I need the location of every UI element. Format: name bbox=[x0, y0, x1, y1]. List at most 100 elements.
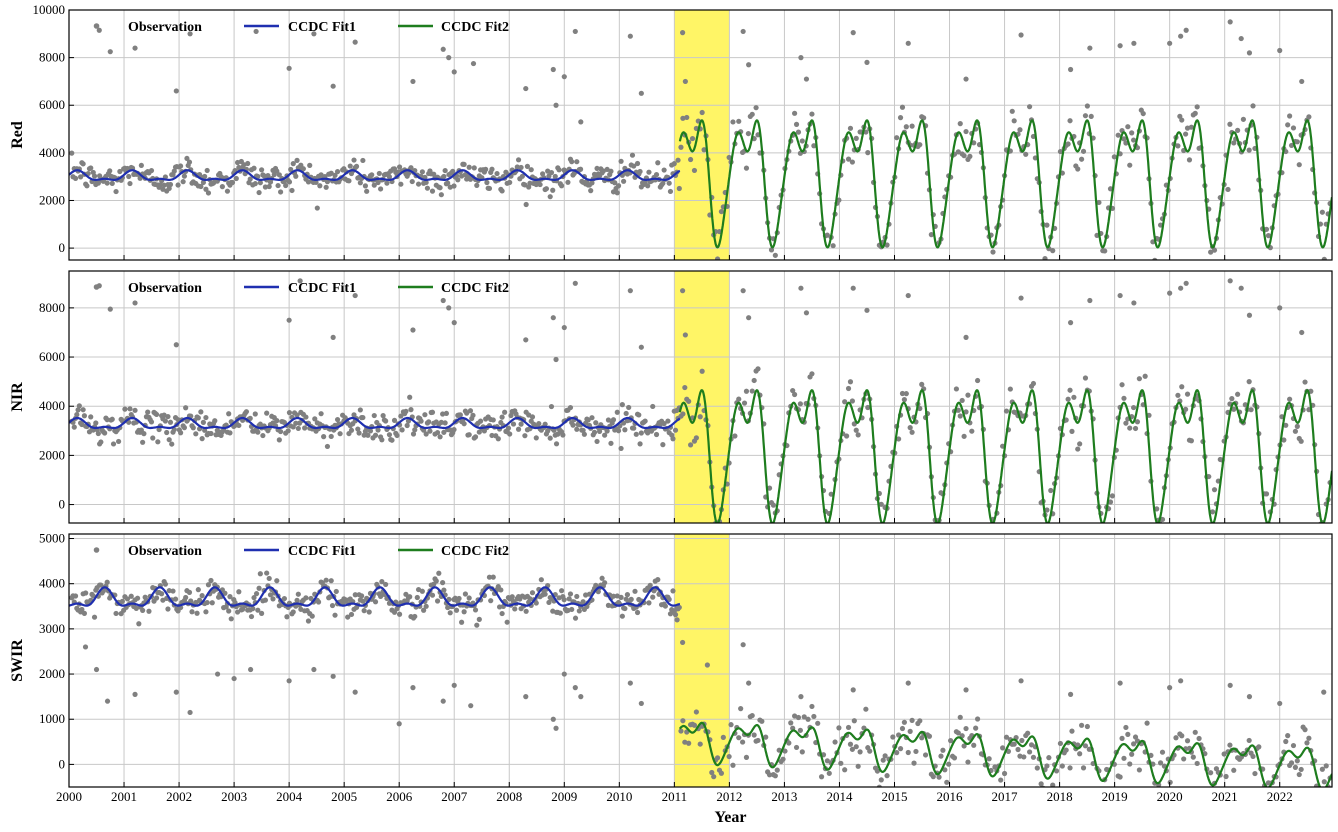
observation-point bbox=[826, 770, 832, 776]
observation-point bbox=[845, 156, 852, 162]
observation-point bbox=[203, 414, 209, 421]
observation-point bbox=[295, 591, 301, 597]
observation-point bbox=[186, 159, 193, 165]
observation-point bbox=[290, 161, 296, 167]
observation-point bbox=[561, 597, 567, 603]
observation-point bbox=[256, 585, 262, 591]
observation-point bbox=[1067, 118, 1073, 124]
observation-point bbox=[963, 687, 969, 693]
observation-point bbox=[795, 714, 802, 721]
observation-point bbox=[361, 608, 367, 614]
observation-point bbox=[693, 435, 699, 441]
observation-point bbox=[838, 760, 844, 766]
observation-point bbox=[484, 179, 490, 186]
observation-point bbox=[867, 748, 873, 754]
observation-point bbox=[127, 406, 133, 412]
observation-point bbox=[334, 169, 341, 175]
observation-point bbox=[1208, 249, 1214, 255]
observation-point bbox=[488, 598, 494, 604]
observation-point bbox=[1080, 765, 1087, 771]
observation-point bbox=[1321, 689, 1327, 695]
observation-point bbox=[647, 582, 653, 588]
observation-point bbox=[678, 728, 684, 734]
observation-point bbox=[212, 418, 218, 424]
observation-point bbox=[672, 427, 679, 433]
observation-point bbox=[394, 432, 400, 439]
observation-point bbox=[955, 149, 961, 155]
observation-point bbox=[412, 613, 418, 620]
y-tick-label: 3000 bbox=[39, 621, 65, 636]
observation-point bbox=[288, 166, 294, 173]
observation-point bbox=[944, 779, 950, 785]
observation-point bbox=[844, 433, 850, 439]
x-tick-label: 2004 bbox=[276, 789, 303, 804]
observation-point bbox=[1021, 754, 1027, 760]
observation-point bbox=[580, 599, 586, 605]
observation-point bbox=[93, 420, 99, 426]
observation-point bbox=[408, 165, 414, 171]
legend-observation-marker bbox=[93, 547, 100, 553]
observation-point bbox=[655, 577, 661, 583]
observation-point bbox=[345, 614, 351, 620]
observation-point bbox=[283, 182, 289, 189]
legend-observation-label: Observation bbox=[128, 20, 202, 35]
observation-point bbox=[533, 600, 539, 606]
observation-point bbox=[1287, 113, 1293, 119]
x-tick-label: 2000 bbox=[56, 789, 82, 804]
observation-point bbox=[1046, 527, 1051, 532]
observation-point bbox=[903, 391, 909, 397]
observation-point bbox=[1102, 528, 1107, 533]
observation-point bbox=[882, 753, 888, 759]
observation-point bbox=[362, 183, 369, 189]
observation-point bbox=[792, 391, 798, 398]
observation-point bbox=[1304, 740, 1310, 746]
x-tick-label: 2010 bbox=[606, 789, 632, 804]
observation-point bbox=[181, 173, 188, 179]
observation-point bbox=[572, 28, 578, 35]
observation-point bbox=[410, 685, 416, 691]
observation-point bbox=[621, 178, 627, 184]
observation-point bbox=[145, 409, 151, 415]
x-tick-label: 2018 bbox=[1047, 789, 1073, 804]
observation-point bbox=[1264, 813, 1269, 818]
observation-point bbox=[740, 28, 746, 35]
observation-point bbox=[550, 716, 556, 722]
observation-point bbox=[1240, 116, 1246, 122]
observation-point bbox=[203, 186, 209, 192]
observation-point bbox=[102, 430, 108, 436]
observation-point bbox=[422, 412, 428, 418]
observation-point bbox=[974, 377, 981, 384]
observation-point bbox=[332, 172, 338, 178]
observation-point bbox=[328, 433, 334, 440]
observation-point bbox=[1044, 763, 1050, 769]
observation-point bbox=[857, 749, 863, 755]
observation-point bbox=[522, 433, 528, 439]
observation-point bbox=[71, 424, 77, 430]
observation-point bbox=[1183, 131, 1189, 137]
observation-point bbox=[1227, 278, 1233, 284]
observation-point bbox=[375, 179, 381, 186]
observation-point bbox=[429, 409, 436, 415]
observation-point bbox=[200, 419, 206, 425]
observation-point bbox=[766, 772, 773, 778]
observation-point bbox=[1246, 694, 1253, 700]
observation-point bbox=[1296, 162, 1302, 168]
observation-point bbox=[399, 427, 405, 433]
observation-point bbox=[398, 413, 404, 419]
observation-point bbox=[699, 368, 705, 374]
observation-point bbox=[1123, 724, 1129, 731]
observation-point bbox=[274, 578, 280, 584]
observation-point bbox=[1009, 108, 1015, 114]
observation-point bbox=[80, 407, 86, 413]
observation-point bbox=[396, 721, 402, 727]
observation-point bbox=[1121, 755, 1127, 761]
observation-point bbox=[1235, 391, 1241, 397]
x-tick-label: 2009 bbox=[551, 789, 577, 804]
observation-point bbox=[899, 104, 906, 110]
observation-point bbox=[286, 179, 293, 185]
observation-point bbox=[615, 183, 622, 189]
observation-point bbox=[138, 162, 144, 169]
observation-point bbox=[897, 746, 904, 752]
legend-observation-label: Observation bbox=[128, 544, 202, 559]
observation-point bbox=[434, 429, 441, 436]
